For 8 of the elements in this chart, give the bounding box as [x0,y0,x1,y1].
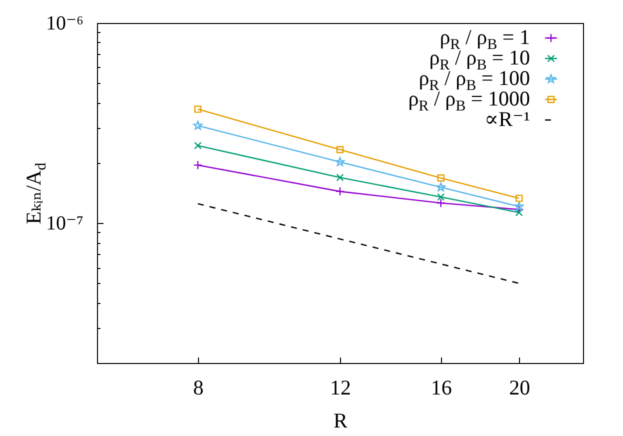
x-tick-label: 8 [193,376,204,400]
y-tick-label: 10⁻⁷ [46,212,84,235]
legend-label: ∝R⁻¹ [484,107,530,131]
x-tick-label: 12 [330,376,351,400]
y-tick-label: 10⁻⁶ [46,12,84,34]
x-axis-title: R [333,408,348,432]
x-tick-label: 20 [509,376,530,400]
x-tick-label: 16 [430,376,452,400]
